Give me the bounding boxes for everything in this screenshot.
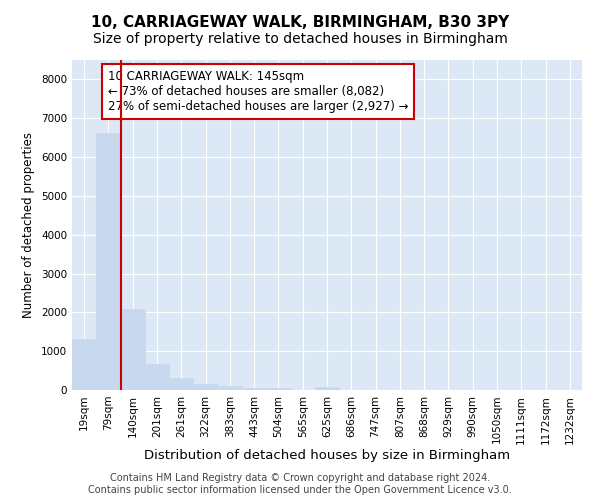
Bar <box>242 388 266 390</box>
Bar <box>193 384 218 390</box>
X-axis label: Distribution of detached houses by size in Birmingham: Distribution of detached houses by size … <box>144 449 510 462</box>
Bar <box>169 378 193 390</box>
Bar <box>121 309 145 390</box>
Bar <box>145 364 169 390</box>
Bar <box>266 388 290 390</box>
Bar <box>218 386 242 390</box>
Text: Size of property relative to detached houses in Birmingham: Size of property relative to detached ho… <box>92 32 508 46</box>
Bar <box>315 387 339 390</box>
Text: 10 CARRIAGEWAY WALK: 145sqm
← 73% of detached houses are smaller (8,082)
27% of : 10 CARRIAGEWAY WALK: 145sqm ← 73% of det… <box>108 70 408 113</box>
Bar <box>72 339 96 390</box>
Y-axis label: Number of detached properties: Number of detached properties <box>22 132 35 318</box>
Text: Contains HM Land Registry data © Crown copyright and database right 2024.
Contai: Contains HM Land Registry data © Crown c… <box>88 474 512 495</box>
Bar <box>96 133 121 390</box>
Text: 10, CARRIAGEWAY WALK, BIRMINGHAM, B30 3PY: 10, CARRIAGEWAY WALK, BIRMINGHAM, B30 3P… <box>91 15 509 30</box>
